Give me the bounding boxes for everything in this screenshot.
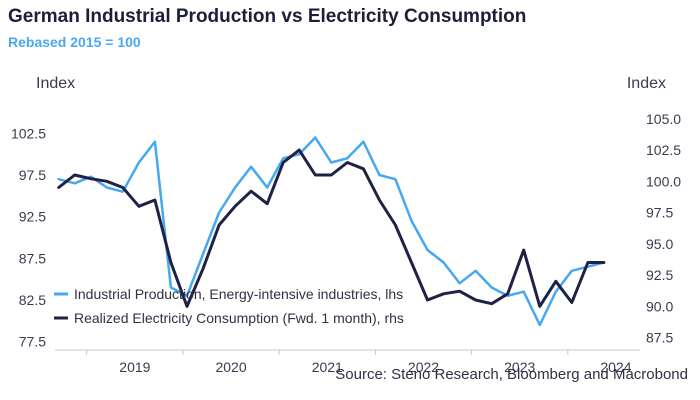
right-tick-label: 97.5 bbox=[646, 205, 673, 221]
chart-title: German Industrial Production vs Electric… bbox=[8, 6, 527, 27]
right-axis-label: Index bbox=[627, 75, 666, 92]
series-line-industrial-production bbox=[57, 136, 606, 327]
x-tick-label: 2022 bbox=[408, 359, 439, 375]
left-tick-label: 82.5 bbox=[19, 292, 46, 308]
left-axis-label: Index bbox=[36, 75, 75, 92]
chart-subtitle: Rebased 2015 = 100 bbox=[8, 34, 141, 50]
legend-label: Realized Electricity Consumption (Fwd. 1… bbox=[74, 310, 404, 326]
right-tick-label: 100.0 bbox=[646, 173, 681, 189]
x-tick-label: 2019 bbox=[119, 359, 150, 375]
left-tick-label: 102.5 bbox=[11, 125, 46, 141]
series-line-electricity-consumption bbox=[57, 148, 606, 308]
legend-label: Industrial Production, Energy-intensive … bbox=[74, 286, 403, 302]
left-tick-label: 97.5 bbox=[19, 167, 46, 183]
right-tick-label: 87.5 bbox=[646, 330, 673, 346]
x-tick-label: 2020 bbox=[215, 359, 246, 375]
right-tick-label: 95.0 bbox=[646, 236, 673, 252]
source-note: Source: Steno Research, Bloomberg and Ma… bbox=[335, 366, 688, 383]
right-tick-label: 102.5 bbox=[646, 142, 681, 158]
right-tick-label: 92.5 bbox=[646, 267, 673, 283]
right-tick-label: 90.0 bbox=[646, 298, 673, 314]
x-tick-label: 2023 bbox=[504, 359, 535, 375]
left-tick-label: 87.5 bbox=[19, 250, 46, 266]
left-tick-label: 92.5 bbox=[19, 209, 46, 225]
right-tick-label: 105.0 bbox=[646, 111, 681, 127]
left-tick-label: 77.5 bbox=[19, 334, 46, 350]
x-tick-label: 2024 bbox=[600, 359, 631, 375]
x-tick-label: 2021 bbox=[312, 359, 343, 375]
